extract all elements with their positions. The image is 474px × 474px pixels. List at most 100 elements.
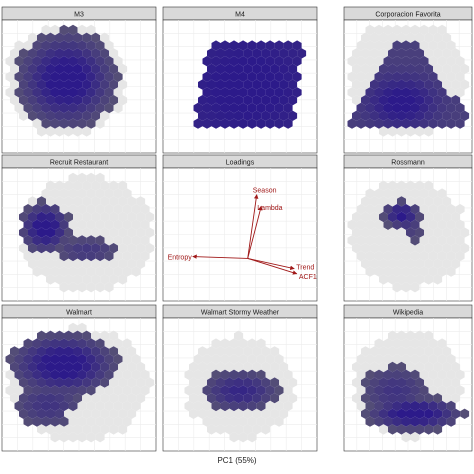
hex-cell xyxy=(288,79,298,90)
hex-cell xyxy=(374,354,384,365)
loading-label-lambda: Lambda xyxy=(257,205,282,212)
hex-cell xyxy=(265,71,275,82)
hex-cell xyxy=(73,258,83,269)
hex-cell xyxy=(202,385,212,396)
hex-cell xyxy=(77,219,87,230)
hex-cell xyxy=(113,235,123,246)
hex-cell xyxy=(274,40,284,51)
hex-cell xyxy=(41,219,51,230)
hex-cell xyxy=(401,266,411,277)
hex-cell xyxy=(46,48,55,59)
hex-cell xyxy=(424,227,434,238)
hex-cell xyxy=(82,408,92,419)
hex-cell xyxy=(419,354,429,365)
hex-cell xyxy=(220,71,230,82)
hex-cell xyxy=(455,250,465,262)
hex-cell xyxy=(401,219,411,230)
hex-cell xyxy=(256,416,266,427)
hex-cell xyxy=(104,71,114,82)
hex-cell xyxy=(14,102,24,114)
hex-cell xyxy=(428,250,438,262)
hex-cell xyxy=(100,274,110,285)
hex-cell xyxy=(100,211,110,223)
hex-cell xyxy=(379,227,388,238)
hex-cell xyxy=(374,204,384,215)
hex-cell xyxy=(406,63,415,75)
hex-cell xyxy=(104,204,114,215)
hex-cell xyxy=(410,87,420,98)
hex-cell xyxy=(442,393,452,404)
hex-cell xyxy=(140,235,150,246)
hex-cell xyxy=(23,385,33,396)
hex-cell xyxy=(365,235,375,246)
hex-cell xyxy=(32,400,42,412)
hex-cell xyxy=(104,354,114,365)
hex-cell xyxy=(406,408,415,419)
hex-cell xyxy=(32,235,42,246)
hex-cell xyxy=(437,118,447,129)
hex-cell xyxy=(82,346,92,357)
hex-cell xyxy=(46,79,55,90)
hex-cell xyxy=(397,346,406,357)
hex-cell xyxy=(82,79,92,90)
hex-cell xyxy=(55,361,64,373)
hex-cell xyxy=(406,424,415,435)
hex-cell xyxy=(91,243,101,254)
hex-cell xyxy=(104,282,114,293)
hex-cell xyxy=(50,338,60,349)
hex-cell xyxy=(383,385,393,396)
hex-cell xyxy=(415,48,425,59)
hex-cell xyxy=(392,188,402,199)
hex-cell xyxy=(388,32,397,43)
hex-cell xyxy=(419,118,429,129)
hex-cell xyxy=(415,227,425,238)
hex-cell xyxy=(283,118,293,129)
hex-cell xyxy=(442,243,452,254)
loading-arrow-trend xyxy=(247,258,295,270)
hex-cell xyxy=(388,126,397,137)
hex-cell xyxy=(424,243,434,254)
hex-cell xyxy=(451,227,461,238)
hex-cell xyxy=(401,354,411,365)
hex-cell xyxy=(41,188,51,199)
hex-cell xyxy=(243,110,253,121)
hex-cell xyxy=(229,416,239,427)
hex-cell xyxy=(104,416,114,427)
hex-cell xyxy=(37,211,46,223)
hex-cell xyxy=(68,354,78,365)
hex-cell xyxy=(283,400,293,412)
hex-cell xyxy=(109,258,119,269)
hex-cell xyxy=(347,71,357,82)
hex-cell xyxy=(234,63,244,75)
hex-cell xyxy=(77,354,87,365)
hex-cell xyxy=(433,32,443,43)
hex-cell xyxy=(379,274,388,285)
hex-cell xyxy=(118,243,128,254)
hex-cell xyxy=(104,266,114,277)
hex-cell xyxy=(41,385,51,396)
hex-cell xyxy=(68,219,78,230)
hex-cell xyxy=(365,354,375,365)
hex-cell xyxy=(216,377,225,388)
hex-cell xyxy=(406,393,415,404)
loading-arrow-lambda xyxy=(247,205,263,259)
hex-cell xyxy=(64,274,73,285)
hex-cell xyxy=(388,227,397,238)
hex-cell xyxy=(113,204,123,215)
hex-cell xyxy=(370,243,379,254)
hex-cell xyxy=(283,102,293,114)
panel-corporacion-favorita: Corporacion Favorita xyxy=(343,6,473,154)
hex-cell xyxy=(361,408,370,419)
hex-cell xyxy=(86,432,96,443)
hex-cell xyxy=(238,118,248,129)
hex-cell xyxy=(50,250,60,262)
hex-cell xyxy=(136,227,146,238)
hex-cell xyxy=(46,330,55,341)
hex-cell xyxy=(55,211,64,223)
hex-cell xyxy=(410,266,420,277)
hex-cell xyxy=(424,110,434,121)
hex-cell xyxy=(95,118,105,129)
hex-cell xyxy=(73,361,83,373)
hex-cell xyxy=(109,63,119,75)
hex-cell xyxy=(460,408,470,419)
